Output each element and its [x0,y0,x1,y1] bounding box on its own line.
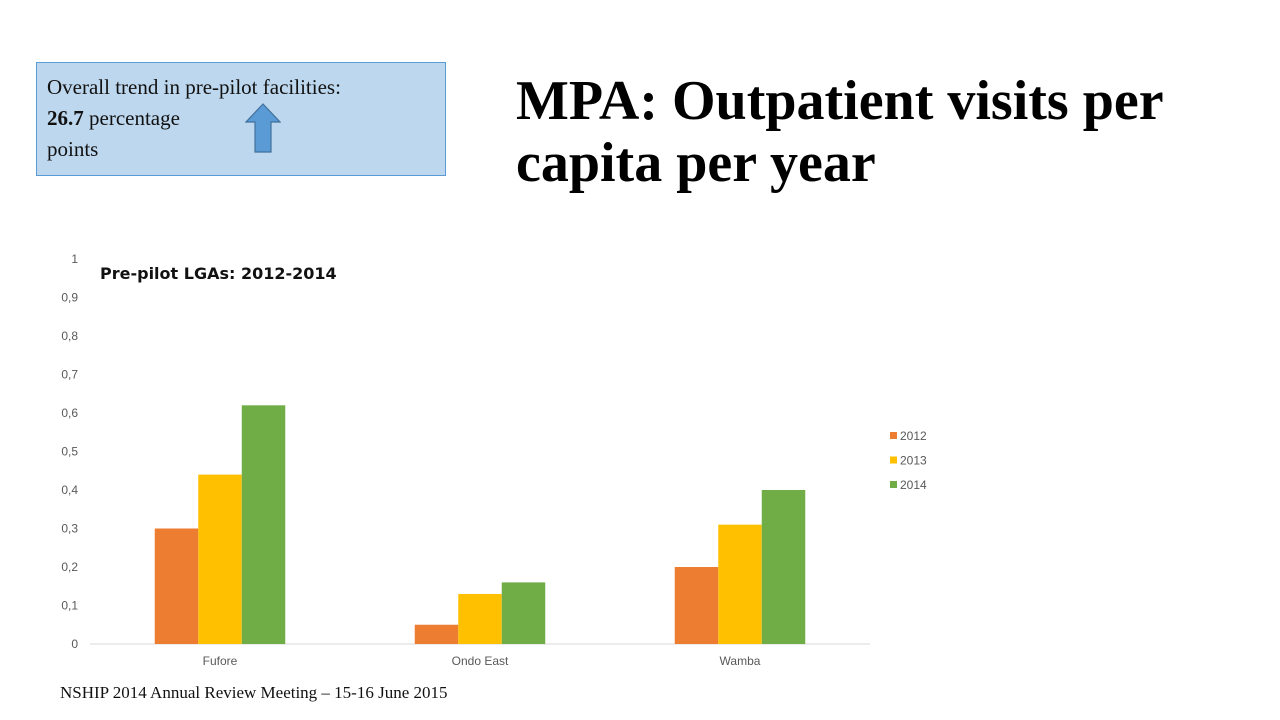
y-tick-label: 0,8 [61,329,78,343]
x-tick-label: Wamba [720,654,761,668]
y-tick-label: 0,3 [61,522,78,536]
legend-label-2013: 2013 [900,454,927,468]
callout-value: 26.7 [47,106,84,130]
y-tick-label: 0 [71,637,78,651]
trend-callout: Overall trend in pre-pilot facilities: 2… [36,62,446,176]
chart-title: Pre-pilot LGAs: 2012-2014 [100,264,337,283]
y-tick-label: 1 [71,252,78,266]
callout-line-2: 26.7 percentage [47,103,435,134]
bar-2014-wamba [761,490,806,644]
legend-swatch-2012 [890,432,897,439]
y-tick-label: 0,2 [61,560,78,574]
callout-line-1: Overall trend in pre-pilot facilities: [47,75,341,99]
bar-2013-wamba [718,524,762,644]
y-tick-label: 0,4 [61,483,78,497]
bar-2013-ondo-east [458,593,502,644]
y-tick-label: 0,6 [61,406,78,420]
up-arrow-icon [245,103,281,153]
slide-title: MPA: Outpatient visits per capita per ye… [516,70,1163,194]
footer-text: NSHIP 2014 Annual Review Meeting – 15-16… [60,683,448,702]
bar-2012-wamba [674,567,719,644]
callout-value-unit: percentage [83,106,180,130]
bar-chart: 0 0,1 0,2 0,3 0,4 0,5 0,6 0,7 0,8 0,9 1 Fufore Ondo … [61,252,927,668]
legend-label-2012: 2012 [900,429,927,443]
y-tick-label: 0,9 [61,291,78,305]
legend-swatch-2014 [890,481,897,488]
legend-label-2014: 2014 [900,478,927,492]
legend-swatch-2013 [890,456,897,464]
bar-2012-ondo-east [414,624,459,644]
x-tick-label: Ondo East [452,654,509,668]
callout-line-3: points [47,137,99,161]
bar-2013-fufore [198,474,242,644]
x-tick-label: Fufore [203,654,238,668]
y-tick-label: 0,5 [61,445,78,459]
bar-2012-fufore [154,528,199,644]
bar-2014-ondo-east [501,582,546,644]
y-tick-label: 0,7 [61,368,78,382]
bar-2014-fufore [241,405,286,644]
y-tick-label: 0,1 [61,599,78,613]
